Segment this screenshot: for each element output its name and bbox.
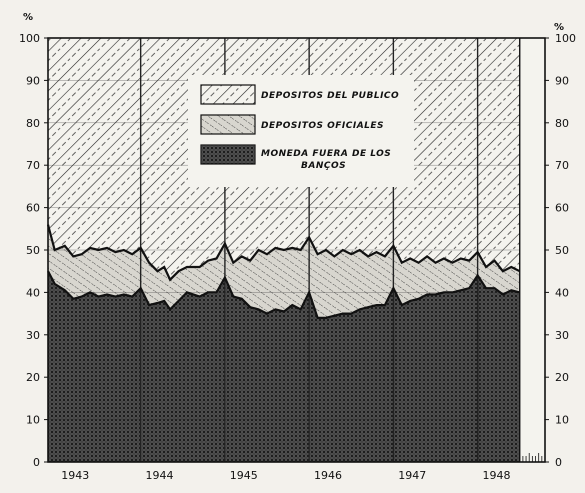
- legend-label-moneda: MONEDA FUERA DE LOS: [261, 149, 391, 159]
- legend-swatch-publico: [200, 84, 256, 105]
- y-tick-label-left: 30: [26, 329, 40, 342]
- y-tick-label-left: 20: [26, 371, 40, 384]
- x-tick-label: 1943: [61, 469, 89, 482]
- legend-label-oficiales: DEPOSITOS OFICIALES: [261, 121, 384, 131]
- line-lower-boundary: [47, 270, 520, 319]
- axes-layer: 0 0 10 10 20 20 30 30 40 40 50 50 60 60 70 70 80 80 90 90 10…: [19, 12, 576, 482]
- y-tick-label-left: 70: [26, 159, 40, 172]
- y-tick-label-right: 90: [555, 74, 569, 87]
- series-lines: [46, 224, 521, 319]
- area-moneda-fuera: [48, 271, 520, 462]
- y-tick-label-right: 70: [555, 159, 569, 172]
- legend-label-publico: DEPOSITOS DEL PUBLICO: [261, 91, 399, 101]
- y-tick-label-right: 30: [555, 329, 569, 342]
- y-tick-label-left: 10: [26, 414, 40, 427]
- y-tick-label-left: 50: [26, 244, 40, 257]
- y-tick-label-right: 60: [555, 202, 569, 215]
- y-tick-label-left: 90: [26, 74, 40, 87]
- legend-swatch-oficiales: [200, 114, 256, 135]
- x-tick-label: 1947: [398, 469, 426, 482]
- x-tick-label: 1945: [230, 469, 258, 482]
- no-data-region: [519, 39, 544, 451]
- y-tick-label-left: 40: [26, 286, 40, 299]
- y-tick-label-right: 100: [555, 32, 576, 45]
- y-tick-label-right: 20: [555, 371, 569, 384]
- legend: DEPOSITOS DEL PUBLICO DEPOSITOS OFICIALE…: [188, 75, 414, 187]
- x-tick-label: 1944: [146, 469, 174, 482]
- legend-swatch-moneda: [200, 144, 256, 165]
- y-unit-left: %: [23, 12, 33, 23]
- y-unit-right: %: [554, 22, 564, 33]
- y-tick-label-left: 100: [19, 32, 40, 45]
- area-depositos-oficiales: [48, 224, 520, 318]
- x-tick-label: 1946: [314, 469, 342, 482]
- y-tick-label-right: 50: [555, 244, 569, 257]
- y-tick-label-right: 0: [555, 456, 562, 469]
- legend-label-moneda-line2: BANÇOS: [301, 161, 346, 171]
- x-tick-label: 1948: [482, 469, 510, 482]
- y-tick-label-right: 10: [555, 414, 569, 427]
- y-tick-label-left: 80: [26, 117, 40, 130]
- y-tick-label-left: 0: [33, 456, 40, 469]
- y-tick-label-left: 60: [26, 202, 40, 215]
- y-tick-label-right: 40: [555, 286, 569, 299]
- y-tick-label-right: 80: [555, 117, 569, 130]
- line-upper-boundary: [46, 224, 521, 282]
